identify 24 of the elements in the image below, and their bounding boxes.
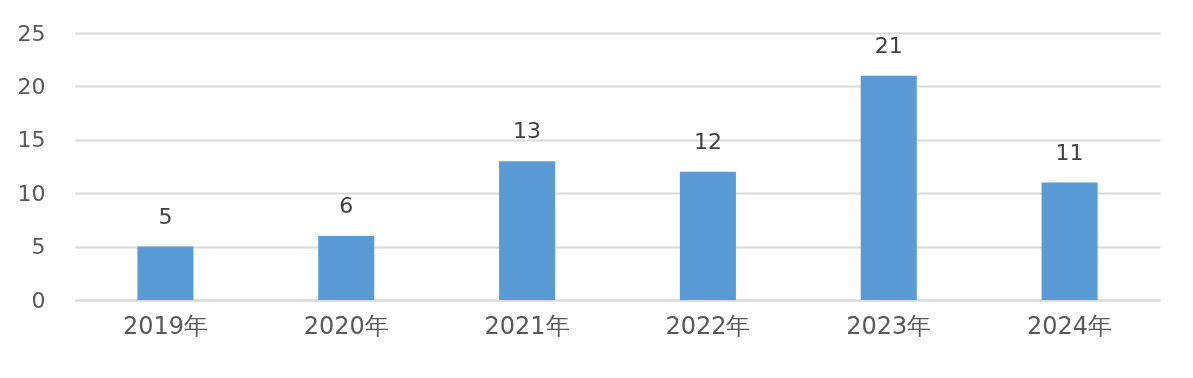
data-label: 13 <box>513 118 542 144</box>
x-tick-label: 2020年 <box>303 311 389 340</box>
data-label: 11 <box>1055 139 1084 165</box>
x-tick-label: 2023年 <box>846 311 932 340</box>
bar <box>499 161 556 300</box>
y-tick-label: 25 <box>17 20 46 46</box>
data-label: 6 <box>339 192 354 218</box>
x-tick-label: 2024年 <box>1027 311 1113 340</box>
y-tick-label: 15 <box>17 127 46 153</box>
data-label: 5 <box>158 203 173 229</box>
data-label: 12 <box>693 128 722 154</box>
x-tick-label: 2019年 <box>122 311 208 340</box>
bar <box>1041 182 1098 300</box>
x-tick-label: 2022年 <box>665 311 751 340</box>
bar <box>679 171 736 300</box>
y-tick-label: 20 <box>17 73 46 99</box>
y-tick-label: 0 <box>31 287 46 313</box>
y-tick-label: 10 <box>17 180 46 206</box>
bar <box>318 235 375 300</box>
bar <box>860 75 917 300</box>
data-label: 21 <box>874 32 903 58</box>
y-tick-label: 5 <box>31 234 46 260</box>
bar <box>137 246 194 300</box>
x-tick-label: 2021年 <box>484 311 570 340</box>
